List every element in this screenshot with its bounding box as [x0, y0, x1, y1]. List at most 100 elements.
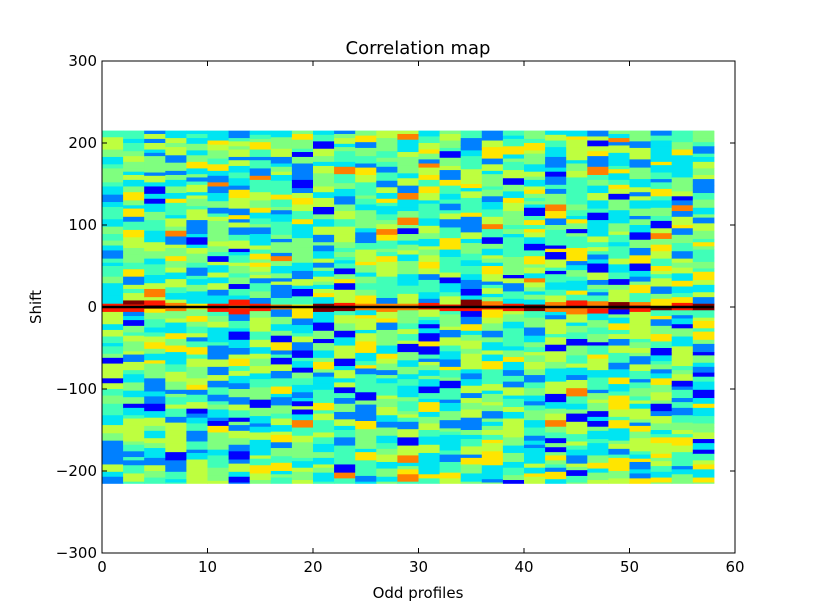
heatmap-cell: [502, 480, 525, 484]
heatmap-cell: [566, 215, 588, 220]
heatmap-cell: [671, 460, 694, 467]
heatmap-cell: [587, 259, 609, 265]
heatmap-cell: [355, 400, 377, 406]
heatmap-cell: [502, 361, 525, 371]
heatmap-cell: [587, 342, 609, 347]
y-tick-label: 300: [68, 52, 97, 70]
heatmap-cell: [418, 136, 441, 141]
heatmap-cell: [291, 130, 314, 135]
heatmap-cell: [524, 294, 546, 301]
heatmap-cell: [102, 288, 124, 297]
heatmap-cell: [587, 334, 609, 343]
heatmap-cell: [291, 367, 314, 374]
heatmap-cell: [397, 211, 419, 219]
heatmap-cell: [270, 354, 293, 359]
heatmap-cell: [629, 478, 652, 484]
heatmap-cell: [144, 308, 166, 314]
heatmap-cell: [692, 130, 715, 140]
heatmap-cell: [460, 311, 483, 318]
heatmap-cell: [334, 196, 356, 205]
heatmap-cell: [144, 360, 166, 365]
heatmap-cell: [566, 322, 588, 327]
heatmap-cell: [249, 317, 272, 324]
heatmap-cell: [102, 389, 124, 397]
heatmap-cell: [481, 369, 504, 377]
heatmap-cell: [228, 314, 251, 322]
heatmap-cell: [439, 133, 462, 142]
heatmap-cell: [566, 445, 588, 451]
heatmap-cell: [418, 461, 441, 468]
heatmap-cell: [524, 176, 546, 181]
heatmap-cell: [671, 422, 694, 431]
heatmap-cell: [650, 258, 673, 267]
heatmap-cell: [545, 238, 567, 246]
heatmap-cell: [587, 189, 609, 194]
heatmap-cell: [313, 467, 335, 474]
heatmap-cell: [207, 425, 230, 433]
heatmap-cell: [629, 200, 652, 210]
heatmap-cell: [334, 345, 356, 353]
heatmap-cell: [186, 441, 208, 451]
heatmap-cell: [460, 138, 483, 146]
heatmap-cell: [313, 318, 335, 324]
heatmap-cell: [608, 165, 630, 170]
heatmap-cell: [334, 219, 356, 228]
heatmap-cell: [334, 260, 356, 265]
heatmap-cell: [460, 299, 483, 307]
heatmap-cell: [692, 453, 715, 461]
heatmap-cell: [587, 399, 609, 404]
heatmap-cell: [144, 275, 166, 284]
heatmap-cell: [545, 319, 567, 327]
heatmap-cell: [629, 379, 652, 383]
heatmap-cell: [144, 348, 166, 355]
heatmap-cell: [123, 243, 145, 249]
heatmap-cell: [524, 237, 546, 245]
heatmap-cell: [355, 249, 377, 256]
heatmap-cell: [439, 288, 462, 293]
heatmap-cell: [692, 230, 715, 240]
heatmap-cell: [545, 282, 567, 291]
heatmap-cell: [228, 366, 251, 372]
heatmap-cell: [545, 351, 567, 358]
heatmap-cell: [502, 395, 525, 400]
heatmap-cell: [545, 337, 567, 346]
heatmap-cell: [334, 226, 356, 235]
heatmap-cell: [123, 397, 145, 405]
heatmap-cell: [291, 133, 314, 141]
heatmap-cell: [587, 472, 609, 481]
heatmap-cell: [355, 381, 377, 387]
heatmap-cell: [397, 401, 419, 406]
heatmap-cell: [629, 348, 652, 354]
heatmap-cell: [186, 188, 208, 193]
heatmap-cell: [249, 227, 272, 235]
heatmap-cell: [566, 229, 588, 234]
heatmap-cell: [460, 150, 483, 157]
heatmap-cell: [334, 302, 356, 307]
heatmap-cell: [355, 232, 377, 239]
heatmap-cell: [545, 420, 567, 428]
heatmap-cell: [629, 422, 652, 427]
heatmap-cell: [481, 309, 504, 319]
heatmap-cell: [249, 426, 272, 433]
heatmap-cell: [186, 253, 208, 260]
heatmap-cell: [692, 389, 715, 399]
heatmap-cell: [629, 419, 652, 424]
heatmap-cell: [439, 428, 462, 433]
heatmap-cell: [629, 247, 652, 256]
heatmap-cell: [165, 416, 187, 424]
heatmap-cell: [270, 199, 293, 208]
heatmap-cell: [376, 289, 398, 299]
heatmap-cell: [376, 229, 398, 236]
heatmap-cell: [418, 402, 441, 406]
heatmap-cell: [102, 403, 124, 410]
heatmap-cell: [587, 225, 609, 233]
heatmap-cell: [524, 476, 546, 483]
heatmap-cell: [418, 139, 441, 144]
heatmap-cell: [291, 398, 314, 402]
heatmap-cell: [608, 359, 630, 364]
heatmap-cell: [650, 207, 673, 213]
heatmap-cell: [397, 234, 419, 242]
heatmap-cell: [439, 210, 462, 215]
heatmap-cell: [165, 230, 187, 237]
